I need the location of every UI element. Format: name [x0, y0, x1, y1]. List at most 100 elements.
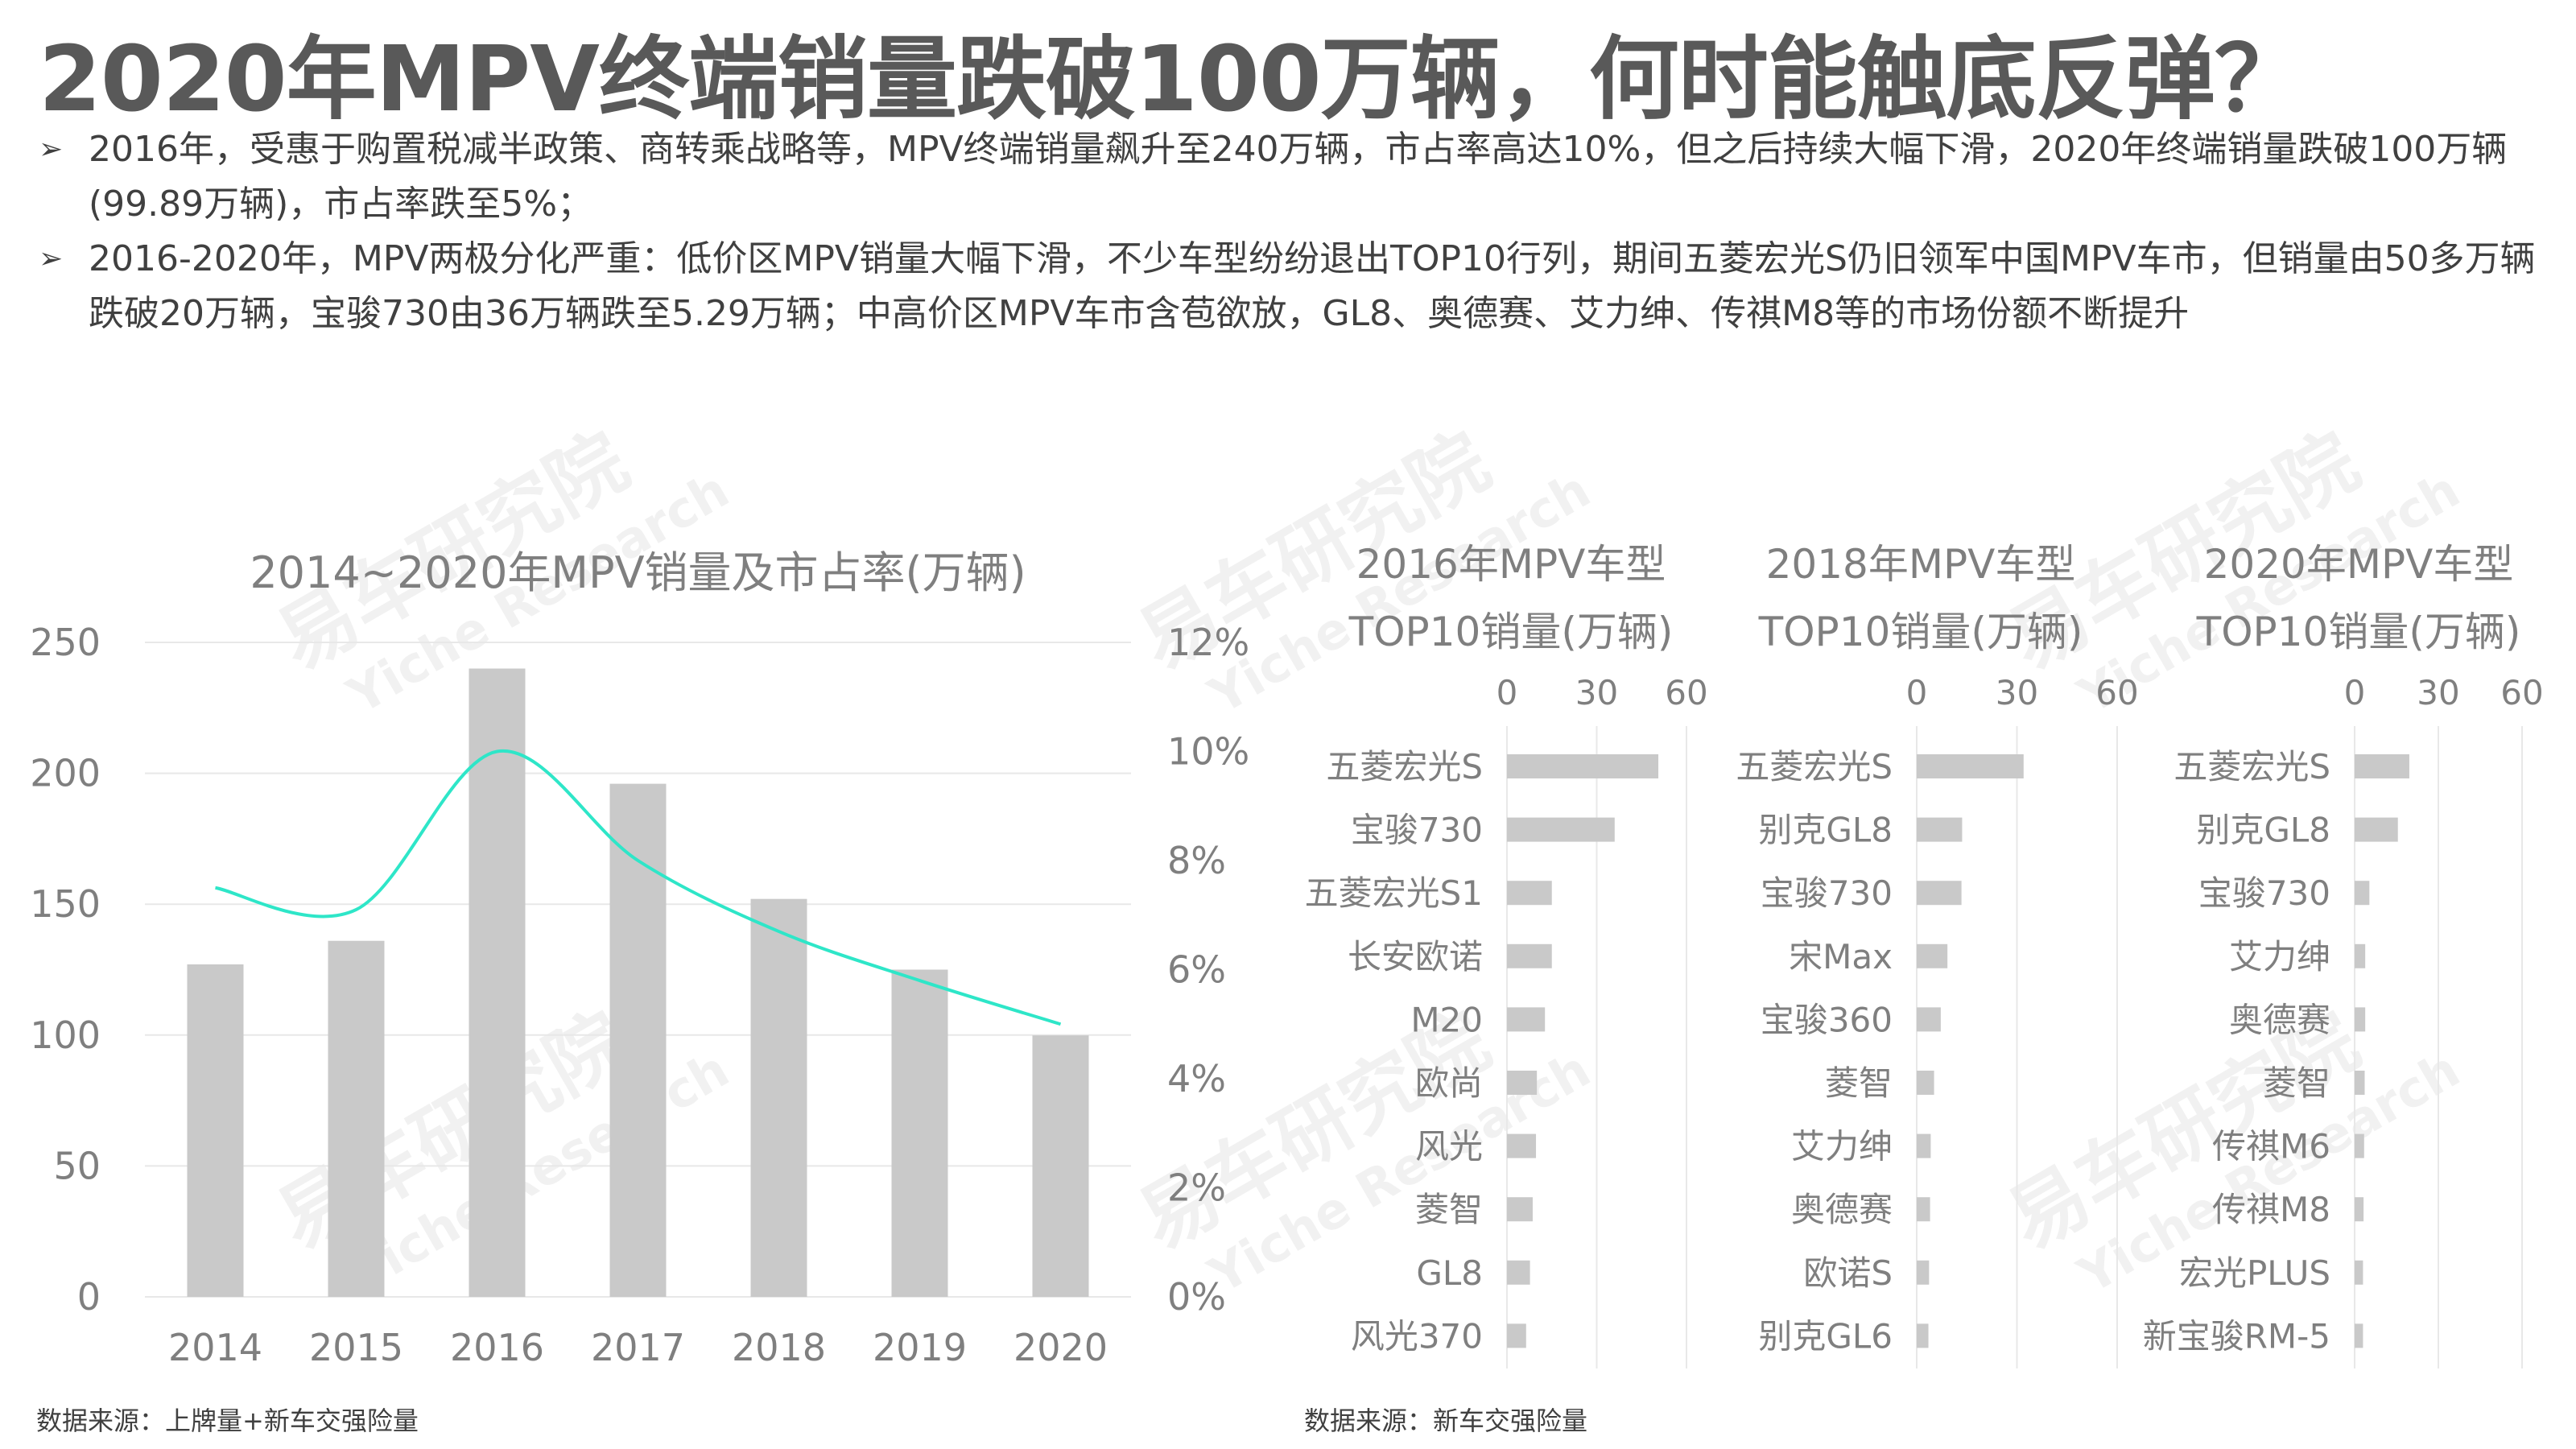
chart-title-line2: TOP10销量(万辆): [1348, 609, 1674, 655]
category-label: 艾力绅: [2229, 937, 2330, 976]
bar-传祺M6: [2355, 1133, 2364, 1158]
bar-传祺M8: [2355, 1197, 2364, 1222]
x-tick-label: 30: [1996, 673, 2038, 712]
category-label: 风光370: [1351, 1316, 1483, 1356]
x-tick-label: 2020: [1013, 1326, 1108, 1369]
y-tick-label: 200: [30, 752, 101, 795]
category-label: 宝骏730: [2198, 873, 2330, 913]
y2-tick-label: 2%: [1167, 1166, 1226, 1210]
category-label: 传祺M6: [2212, 1127, 2330, 1166]
bar-新宝骏RM-5: [2355, 1323, 2363, 1348]
x-tick-label: 2015: [309, 1326, 403, 1369]
bar-奥德赛: [1917, 1197, 1930, 1222]
source-note-left: 数据来源：上牌量+新车交强险量: [36, 1406, 419, 1436]
x-tick-label: 2018: [732, 1326, 826, 1369]
x-tick-label: 60: [2500, 673, 2543, 712]
x-tick-label: 60: [2095, 673, 2138, 712]
bar-2017: [609, 783, 667, 1297]
bar-奥德赛: [2355, 1007, 2366, 1032]
bar-2016: [469, 668, 526, 1297]
category-label: M20: [1410, 1000, 1483, 1039]
bullet-text: 2016-2020年，MPV两极分化严重：低价区MPV销量大幅下滑，不少车型纷纷…: [89, 238, 2536, 334]
y-tick-label: 250: [30, 621, 101, 664]
y2-tick-label: 8%: [1167, 839, 1226, 882]
bar-宋Max: [1917, 943, 1948, 968]
bar-菱智: [1917, 1071, 1934, 1095]
category-label: 风光: [1415, 1127, 1483, 1166]
y-tick-label: 150: [30, 882, 101, 926]
x-tick-label: 2017: [591, 1326, 685, 1369]
bar-2020: [1032, 1035, 1089, 1297]
y2-tick-label: 4%: [1167, 1057, 1226, 1100]
chart-title-line1: 2018年MPV车型: [1766, 541, 2076, 588]
bar-五菱宏光S: [1507, 754, 1659, 778]
market-share-line: [215, 749, 1062, 1026]
x-tick-label: 0: [1496, 673, 1518, 712]
category-label: 奥德赛: [2229, 1000, 2330, 1039]
bar-宝骏730: [1917, 881, 1962, 906]
category-label: 艾力绅: [1791, 1127, 1893, 1166]
category-label: 欧尚: [1415, 1063, 1483, 1103]
bar-风光: [1507, 1133, 1537, 1158]
category-label: 别克GL8: [1758, 811, 1893, 850]
bar-五菱宏光S1: [1507, 881, 1552, 906]
category-label: 宝骏730: [1761, 873, 1893, 913]
bar-艾力绅: [1917, 1133, 1931, 1158]
bar-菱智: [1507, 1197, 1533, 1222]
y-tick-label: 50: [53, 1144, 101, 1187]
category-label: 宝骏360: [1761, 1000, 1893, 1039]
bullet-item: ➢ 2016年，受惠于购置税减半政策、商转乘战略等，MPV终端销量飙升至240万…: [39, 122, 2558, 232]
category-label: 奥德赛: [1791, 1190, 1893, 1229]
bar-别克GL6: [1917, 1323, 1929, 1348]
bar-宏光PLUS: [2355, 1260, 2363, 1285]
page-title: 2020年MPV终端销量跌破100万辆，何时能触底反弹？: [39, 27, 2305, 132]
x-tick-label: 0: [1906, 673, 1928, 712]
chart-title-line2: TOP10销量(万辆): [2196, 609, 2521, 655]
bar-GL8: [1507, 1260, 1530, 1285]
x-tick-label: 0: [2344, 673, 2366, 712]
x-tick-label: 30: [2417, 673, 2459, 712]
bar-艾力绅: [2355, 943, 2366, 968]
category-label: 欧诺S: [1803, 1253, 1893, 1293]
category-label: GL8: [1416, 1253, 1483, 1293]
bar-五菱宏光S: [2355, 754, 2409, 778]
chart-title-line1: 2020年MPV车型: [2204, 541, 2514, 588]
category-label: 五菱宏光S: [2174, 747, 2330, 786]
category-label: 新宝骏RM-5: [2143, 1316, 2330, 1356]
bar-M20: [1507, 1007, 1546, 1032]
category-label: 菱智: [1825, 1063, 1893, 1103]
x-tick-label: 60: [1665, 673, 1707, 712]
bullet-list: ➢ 2016年，受惠于购置税减半政策、商转乘战略等，MPV终端销量飙升至240万…: [39, 122, 2558, 341]
bar-五菱宏光S: [1917, 754, 2024, 778]
chart-title: 2014~2020年MPV销量及市占率(万辆): [250, 547, 1026, 598]
category-label: 长安欧诺: [1348, 937, 1483, 976]
category-label: 别克GL8: [2196, 811, 2330, 850]
bar-宝骏360: [1917, 1007, 1941, 1032]
x-tick-label: 30: [1575, 673, 1618, 712]
arrow-bullet-icon: ➢: [39, 133, 64, 166]
bullet-item: ➢ 2016-2020年，MPV两极分化严重：低价区MPV销量大幅下滑，不少车型…: [39, 232, 2558, 341]
bar-风光370: [1507, 1323, 1526, 1348]
bar-别克GL8: [2355, 817, 2398, 842]
bar-2014: [187, 964, 244, 1297]
category-label: 宝骏730: [1351, 811, 1483, 850]
bar-欧诺S: [1917, 1260, 1930, 1285]
category-label: 五菱宏光S: [1736, 747, 1893, 786]
y2-tick-label: 12%: [1167, 621, 1249, 664]
bar-宝骏730: [2355, 881, 2370, 906]
y-tick-label: 100: [30, 1013, 101, 1057]
x-tick-label: 2019: [873, 1326, 967, 1369]
chart-title-line2: TOP10销量(万辆): [1758, 609, 2083, 655]
bar-欧尚: [1507, 1071, 1538, 1095]
x-tick-label: 2014: [168, 1326, 262, 1369]
bullet-text: 2016年，受惠于购置税减半政策、商转乘战略等，MPV终端销量飙升至240万辆，…: [89, 129, 2508, 225]
category-label: 宋Max: [1789, 937, 1893, 976]
category-label: 传祺M8: [2212, 1190, 2330, 1229]
source-note-right: 数据来源：新车交强险量: [1304, 1406, 1588, 1436]
arrow-bullet-icon: ➢: [39, 242, 64, 275]
bar-2015: [328, 940, 385, 1297]
category-label: 五菱宏光S1: [1305, 873, 1483, 913]
category-label: 菱智: [1415, 1190, 1483, 1229]
y2-tick-label: 10%: [1167, 730, 1249, 774]
